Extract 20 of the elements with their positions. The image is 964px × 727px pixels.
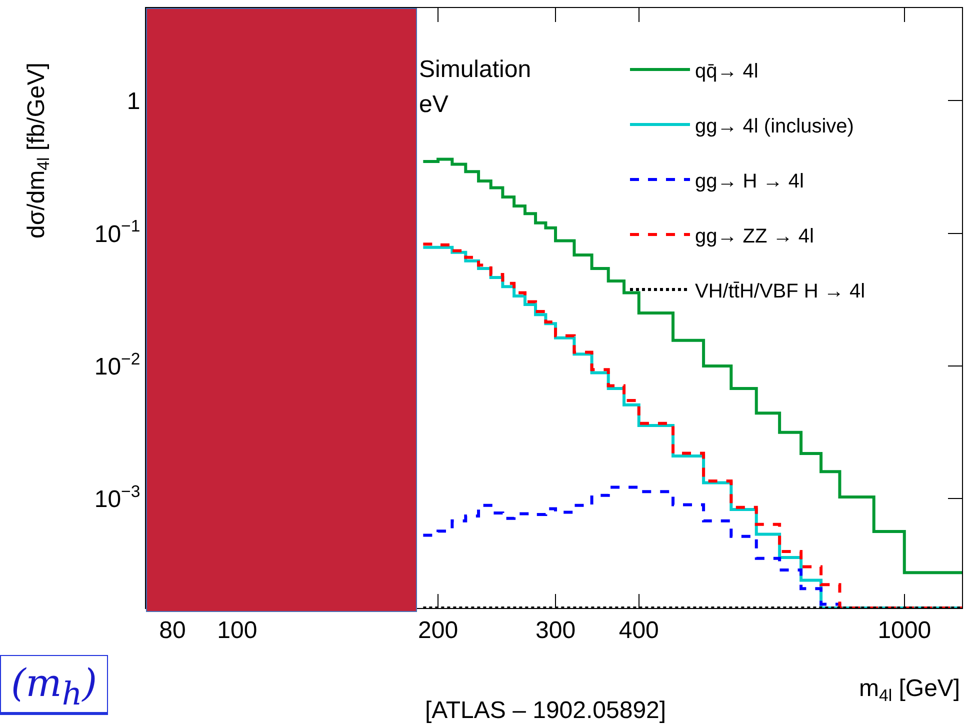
x-tick-label: 1000 bbox=[878, 616, 932, 644]
text: [ATLAS – 1902.05892] bbox=[425, 697, 666, 724]
x-tick-label: 100 bbox=[217, 616, 258, 644]
x-tick-label: 400 bbox=[618, 616, 659, 644]
legend-label: gg→ 4l (inclusive) bbox=[694, 115, 854, 138]
annotation: Simulation bbox=[419, 56, 532, 83]
x-tick-label: 80 bbox=[159, 616, 186, 644]
y-tick-label: 10$^{−3}$ bbox=[94, 482, 140, 514]
x-tick-label: 200 bbox=[418, 616, 458, 644]
legend-label: gg→ H → 4l bbox=[694, 170, 804, 192]
legend-label: qq̄→ 4l bbox=[694, 60, 758, 82]
y-tick-label: 10$^{−1}$ bbox=[94, 216, 140, 248]
x-tick-label: 300 bbox=[535, 616, 576, 644]
x-axis-title: m$_{4l}$ [GeV] bbox=[859, 675, 960, 706]
y-tick-label: 10$^{−2}$ bbox=[94, 349, 140, 380]
y-tick-label: 1 bbox=[126, 88, 140, 116]
annotation: eV bbox=[419, 91, 448, 118]
legend-label: VH/tt̄H/VBF H → 4l bbox=[694, 280, 866, 302]
legend-label: gg→ ZZ → 4l bbox=[694, 225, 814, 248]
text: (m$_{h}$) bbox=[0, 655, 108, 715]
